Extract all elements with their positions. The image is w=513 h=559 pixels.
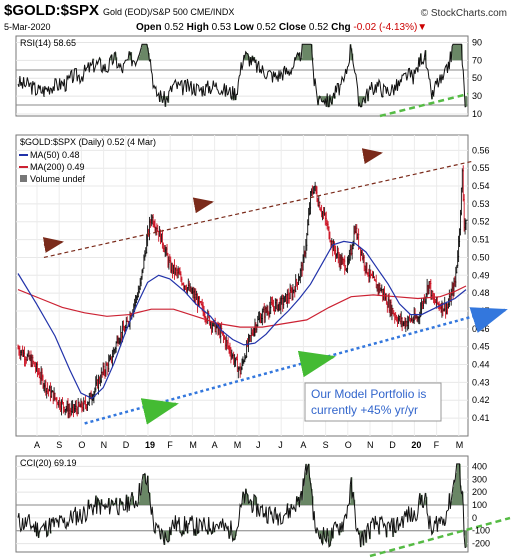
x-tick-label: S: [56, 440, 62, 450]
rsi-panel: 90 70 50 30 10 RSI(14) 58.65: [15, 35, 482, 119]
x-tick-label: 19: [145, 440, 155, 450]
x-tick-label: M: [234, 440, 242, 450]
chart-subtitle: Gold (EOD)/S&P 500 CME/INDX: [103, 7, 235, 17]
ma200-line: [17, 285, 467, 328]
x-tick-label: M: [189, 440, 197, 450]
cci-label: CCI(20) 69.19: [20, 458, 77, 468]
high-label: High: [186, 22, 209, 33]
chg-value: -0.02 (-4.13%): [353, 22, 418, 33]
y-tick-label: 0.49: [472, 270, 490, 280]
osc-tick-label: 30: [472, 91, 482, 101]
x-tick-label: O: [78, 440, 85, 450]
osc-tick-label: 0: [472, 513, 477, 523]
osc-tick-label: -100: [472, 526, 490, 536]
y-tick-label: 0.44: [472, 360, 490, 370]
main-panel-label: $GOLD:$SPX (Daily) 0.52 (4 Mar): [20, 137, 156, 147]
y-tick-label: 0.55: [472, 163, 490, 173]
x-tick-label: A: [300, 440, 306, 450]
ma50-legend: MA(50) 0.48: [30, 150, 80, 160]
x-tick-label: O: [345, 440, 352, 450]
trend-arrow-1: [42, 237, 64, 253]
x-tick-label: N: [367, 440, 374, 450]
upper-trendline: [43, 160, 474, 259]
x-tick-label: D: [389, 440, 396, 450]
osc-tick-label: 200: [472, 487, 487, 497]
y-tick-label: 0.42: [472, 395, 490, 405]
low-label: Low: [233, 22, 254, 33]
x-tick-label: 20: [411, 440, 421, 450]
y-tick-label: 0.50: [472, 252, 490, 262]
y-tick-label: 0.48: [472, 288, 490, 298]
y-tick-label: 0.51: [472, 235, 490, 245]
green-arrow-1: [140, 398, 179, 425]
y-tick-label: 0.53: [472, 199, 490, 209]
y-tick-label: 0.56: [472, 145, 490, 155]
cci-line: [17, 463, 466, 548]
green-arrow-2: [297, 350, 336, 378]
x-tick-label: D: [123, 440, 130, 450]
osc-tick-label: 300: [472, 474, 487, 484]
x-tick-label: A: [34, 440, 40, 450]
rsi-frame: [15, 35, 469, 117]
low-value: 0.52: [256, 22, 277, 33]
trend-arrow-2: [192, 197, 214, 214]
close-label: Close: [278, 22, 307, 33]
rsi-line: [17, 43, 466, 108]
open-label: Open: [136, 22, 162, 33]
close-value: 0.52: [308, 22, 329, 33]
x-tick-label: N: [101, 440, 108, 450]
cci-trendline: [369, 516, 511, 558]
high-value: 0.53: [211, 22, 232, 33]
x-tick-label: S: [323, 440, 329, 450]
x-tick-label: M: [456, 440, 464, 450]
main-panel: 0.560.550.540.530.520.510.500.490.480.47…: [15, 134, 508, 450]
ma50-line: [17, 240, 467, 400]
open-value: 0.52: [164, 22, 184, 33]
ma200-legend: MA(200) 0.49: [30, 162, 85, 172]
blue-arrow: [469, 307, 508, 333]
x-tick-label: F: [434, 440, 440, 450]
y-tick-label: 0.41: [472, 413, 490, 423]
annotation-line-2: currently +45% yr/yr: [311, 403, 418, 417]
osc-tick-label: 70: [472, 55, 482, 65]
osc-tick-label: 400: [472, 461, 487, 471]
osc-tick-label: -200: [472, 539, 490, 549]
x-tick-label: F: [167, 440, 173, 450]
y-tick-label: 0.45: [472, 342, 490, 352]
y-tick-label: 0.46: [472, 324, 490, 334]
x-tick-label: J: [278, 440, 283, 450]
annotation-line-1: Our Model Portfolio is: [311, 387, 426, 401]
chart-date: 5-Mar-2020: [4, 22, 51, 32]
chart-symbol-title: $GOLD:$SPX: [4, 2, 100, 19]
ohlc-readout: Open 0.52 High 0.53 Low 0.52 Close 0.52 …: [136, 22, 428, 33]
y-tick-label: 0.52: [472, 217, 490, 227]
volume-legend-swatch: [20, 175, 27, 182]
osc-tick-label: 90: [472, 37, 482, 47]
cci-panel: 400 300 200 100 0 -100 -200 CCI(20) 69.19: [15, 455, 511, 558]
osc-tick-label: 50: [472, 73, 482, 83]
rsi-label: RSI(14) 58.65: [20, 38, 76, 48]
volume-legend: Volume undef: [30, 174, 86, 184]
x-tick-label: J: [256, 440, 261, 450]
annotation-box: [304, 382, 442, 422]
osc-tick-label: 100: [472, 500, 487, 510]
x-tick-label: A: [212, 440, 218, 450]
rsi-trendline: [379, 92, 469, 118]
osc-tick-label: 10: [472, 109, 482, 119]
trend-arrow-3: [361, 148, 383, 165]
y-tick-label: 0.43: [472, 377, 490, 387]
chg-label: Chg: [331, 22, 351, 33]
brand-watermark: © StockCharts.com: [420, 8, 507, 19]
y-tick-label: 0.54: [472, 181, 490, 191]
